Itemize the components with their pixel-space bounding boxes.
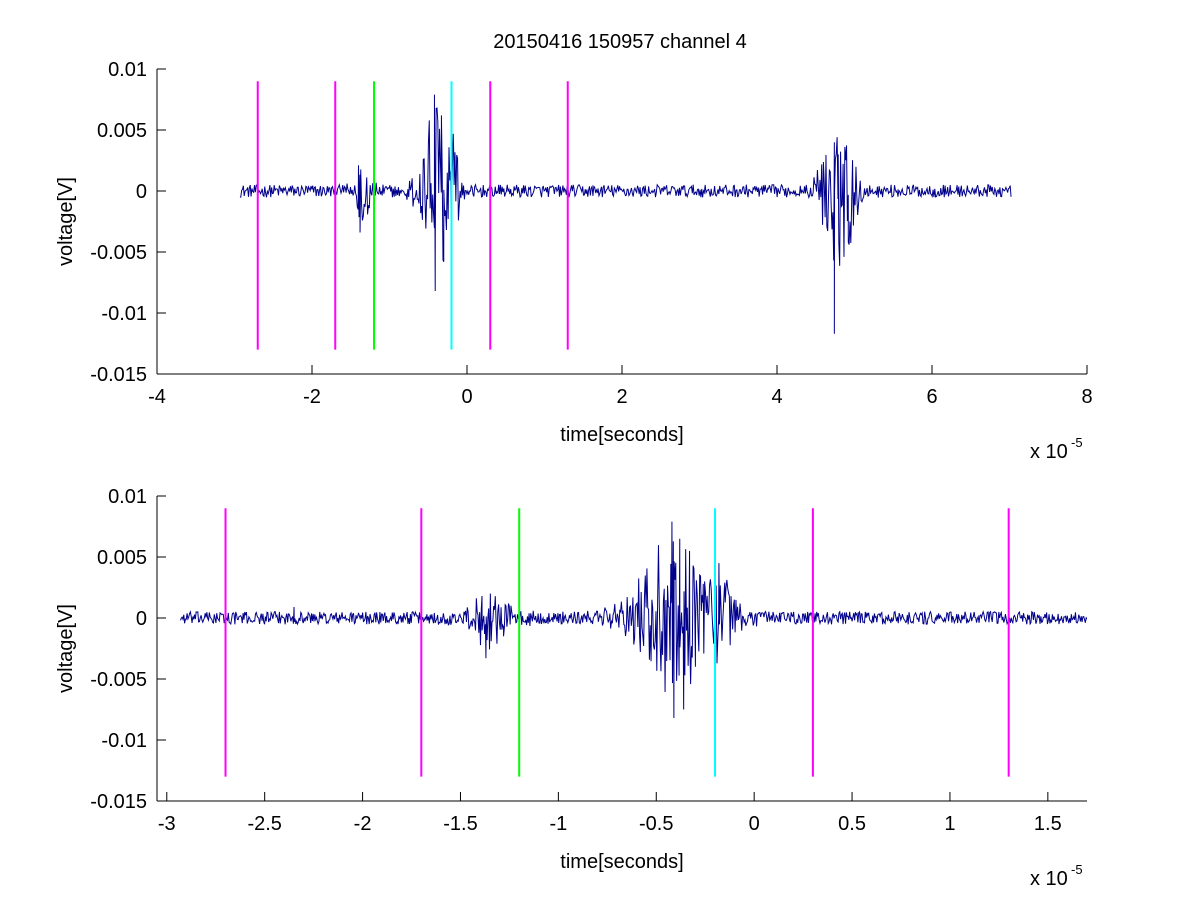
x-axis-label: time[seconds] xyxy=(560,851,683,873)
top-axes: -4 -2 0 2 4 6 8 0.01 0.005 0 -0.005 -0.01 -0.015 time… xyxy=(55,59,1093,463)
x-tick-label: 0 xyxy=(749,813,760,835)
figure-title: 20150416 150957 channel 4 xyxy=(493,31,747,53)
x-multiplier-label: x 10 xyxy=(1030,868,1068,890)
x-tick-label: 8 xyxy=(1081,386,1092,408)
y-tick-label: -0.01 xyxy=(101,303,147,325)
bottom-axes: -3 -2.5 -2 -1.5 -1 -0.5 0 0.5 1 1.5 0.01 0.005 0 -0.0… xyxy=(55,486,1087,890)
x-tick-label: -4 xyxy=(148,386,166,408)
y-tick-label: 0 xyxy=(136,608,147,630)
y-tick-label: 0 xyxy=(136,181,147,203)
x-multiplier-exponent: -5 xyxy=(1071,435,1083,450)
y-tick-label: 0.01 xyxy=(108,59,147,81)
x-tick-label: -1.5 xyxy=(443,813,477,835)
x-tick-label: -3 xyxy=(158,813,176,835)
y-tick-label: 0.005 xyxy=(97,547,147,569)
x-multiplier-label: x 10 xyxy=(1030,441,1068,463)
x-tick-label: 1.5 xyxy=(1034,813,1062,835)
x-tick-label: -2.5 xyxy=(247,813,281,835)
y-axis-label: voltage[V] xyxy=(55,604,77,693)
y-axis-label: voltage[V] xyxy=(55,177,77,266)
y-tick-label: 0.005 xyxy=(97,120,147,142)
y-tick-label: -0.015 xyxy=(90,364,147,386)
signal-trace xyxy=(180,521,1087,719)
y-tick-label: -0.01 xyxy=(101,730,147,752)
y-tick-label: 0.01 xyxy=(108,486,147,508)
x-tick-label: -2 xyxy=(303,386,321,408)
x-tick-label: 0 xyxy=(461,386,472,408)
signal-trace xyxy=(239,94,1012,334)
x-tick-label: -1 xyxy=(549,813,567,835)
x-tick-label: 4 xyxy=(771,386,782,408)
x-tick-label: 1 xyxy=(944,813,955,835)
y-tick-label: -0.005 xyxy=(90,242,147,264)
y-tick-label: -0.005 xyxy=(90,669,147,691)
x-tick-label: -2 xyxy=(354,813,372,835)
x-tick-label: 6 xyxy=(926,386,937,408)
y-tick-label: -0.015 xyxy=(90,791,147,813)
x-tick-label: 0.5 xyxy=(838,813,866,835)
x-axis-label: time[seconds] xyxy=(560,424,683,446)
x-tick-label: 2 xyxy=(616,386,627,408)
x-multiplier-exponent: -5 xyxy=(1071,862,1083,877)
x-tick-label: -0.5 xyxy=(639,813,673,835)
